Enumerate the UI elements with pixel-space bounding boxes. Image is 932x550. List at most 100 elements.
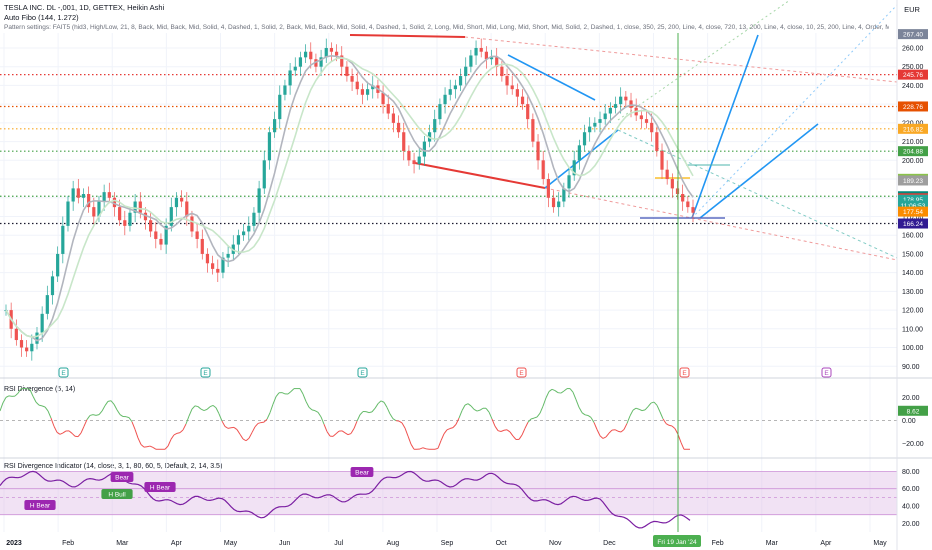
trend-projection-blue xyxy=(691,4,898,219)
candle-body xyxy=(226,253,230,258)
candle-body xyxy=(350,76,354,82)
rsi-div-segment xyxy=(647,402,652,408)
rsi-div-segment xyxy=(164,445,169,450)
rsi-div-segment xyxy=(8,395,13,397)
rsi-div-segment xyxy=(239,433,244,440)
candle-body xyxy=(303,51,308,58)
rsi-div-segment xyxy=(110,400,115,405)
trend-line-blue xyxy=(699,123,819,219)
candle-body xyxy=(298,57,303,67)
rsi-div-segment xyxy=(455,417,460,425)
candle-body xyxy=(624,96,628,101)
earnings-marker-label: E xyxy=(519,370,524,377)
price-badge-label: 228.76 xyxy=(903,104,923,111)
trend-line-red xyxy=(349,34,466,38)
candle-body xyxy=(629,100,633,108)
rsi-indicator-pane: H Bear Bear H Bull H Bear Bear xyxy=(0,467,897,529)
candle-body xyxy=(190,216,194,232)
divergence-tag xyxy=(24,500,56,510)
candle-body xyxy=(283,85,287,95)
rsi-div-segment xyxy=(185,415,190,425)
rsi-div-segment xyxy=(680,442,685,450)
candle-body xyxy=(216,268,220,273)
earnings-marker-label: E xyxy=(824,370,829,377)
rsi-div-segment xyxy=(248,432,253,439)
rsi-div-segment xyxy=(275,392,280,398)
candle-body xyxy=(582,132,587,146)
candle-body xyxy=(407,150,411,161)
candle-body xyxy=(205,253,210,264)
rsi-div-segment xyxy=(77,432,82,437)
divergence-tag-label: Bear xyxy=(355,470,370,477)
rsi-div-segment xyxy=(0,402,4,412)
rsi-div-segment xyxy=(86,415,91,420)
rsi-div-segment xyxy=(452,424,457,428)
rsi-div-segment xyxy=(320,416,325,425)
candle-body xyxy=(236,235,241,245)
candle-body xyxy=(76,188,80,198)
auto-fibo-legend[interactable]: Auto Fibo (144, 1.272) xyxy=(4,13,79,22)
candle-body xyxy=(87,194,91,208)
rsi-div-segment xyxy=(668,424,673,427)
rsi-div-segment xyxy=(182,423,187,431)
rsi-div-segment xyxy=(623,423,628,430)
rsi-div-segment xyxy=(215,407,220,414)
price-tick-label: 130.00 xyxy=(902,289,924,296)
trend-line-red xyxy=(414,162,546,189)
rsi-div-segment xyxy=(467,403,472,407)
candle-body xyxy=(30,343,34,352)
candle-body xyxy=(360,89,365,95)
pattern-settings-legend[interactable]: Pattern settings: FAIT5 (hid3, High/Low,… xyxy=(4,24,889,31)
rsi-div-segment xyxy=(38,404,43,407)
rsi-div-segment xyxy=(311,409,316,412)
rsi-div-segment xyxy=(152,447,157,450)
rsi-div-segment xyxy=(32,396,37,403)
price-badge xyxy=(898,69,928,80)
trend-projection-green xyxy=(617,0,791,121)
rsi-div-segment xyxy=(254,423,259,428)
rsi-div-segment xyxy=(371,408,376,413)
crosshair-date-badge xyxy=(653,535,701,547)
rsi-div-segment xyxy=(587,415,592,418)
candle-body xyxy=(391,113,396,123)
candle-body xyxy=(593,122,597,127)
rsi-divergence-title[interactable]: RSI Divergence (5, 14) xyxy=(4,386,76,393)
time-tick-label: Feb xyxy=(62,540,74,547)
rsi-div-segment xyxy=(626,415,631,424)
rsi-indicator-title[interactable]: RSI Divergence Indicator (14, close, 3, … xyxy=(4,463,223,470)
rsi-div-segment xyxy=(323,423,328,432)
candle-body xyxy=(309,51,313,60)
candle-body xyxy=(273,119,277,133)
candle-body xyxy=(35,332,39,344)
rsi-div-segment xyxy=(665,423,670,426)
candle-body xyxy=(515,89,519,97)
candle-body xyxy=(40,313,44,333)
symbol-title[interactable]: TESLA INC. DL -,001, 1D, GETTEX, Heikin … xyxy=(4,3,165,12)
rsi-div-segment xyxy=(572,392,577,400)
rsi-div-segment xyxy=(62,430,67,434)
price-badge xyxy=(898,200,928,211)
rsi-div-segment xyxy=(479,407,484,411)
rsi-div-segment xyxy=(53,426,58,433)
rsi-div-segment xyxy=(419,447,424,450)
candle-body xyxy=(598,119,602,123)
candle-body xyxy=(619,96,623,105)
trend-projection-red xyxy=(464,36,898,83)
rsi-band xyxy=(0,471,897,515)
rsi-div-segment xyxy=(410,443,415,450)
rsi-div-segment xyxy=(308,406,313,411)
rsi-div-segment xyxy=(383,401,388,408)
candle-body xyxy=(257,188,261,213)
rsi-div-segment xyxy=(590,417,595,423)
price-tick-label: 210.00 xyxy=(902,139,924,146)
rsi-div-segment xyxy=(227,427,232,429)
rsi-div-value-badge xyxy=(898,405,928,416)
candle-body xyxy=(526,104,530,120)
earnings-marker xyxy=(516,367,527,378)
candle-body xyxy=(345,66,349,77)
rsi-div-segment xyxy=(170,434,175,440)
rsi-div-segment xyxy=(41,405,46,408)
time-tick-label: Jun xyxy=(279,540,290,547)
